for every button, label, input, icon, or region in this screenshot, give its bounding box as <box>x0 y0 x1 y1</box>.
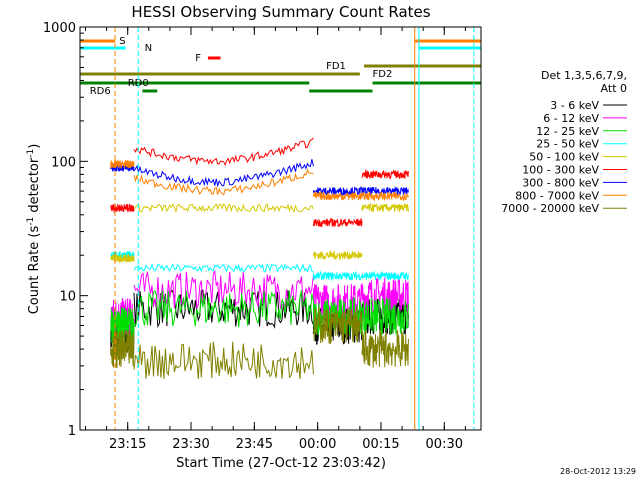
x-tick-label: 00:00 <box>299 437 336 452</box>
x-tick-label: 00:30 <box>426 437 463 452</box>
y-tick-label: 10 <box>59 290 76 305</box>
fd1-label: FD1 <box>326 61 346 72</box>
legend-label-4: 25 - 50 keV <box>536 138 599 151</box>
footer-timestamp: 28-Oct-2012 13:29 <box>560 467 636 476</box>
legend-label-8: 800 - 7000 keV <box>515 189 599 202</box>
saa-label: S <box>119 36 125 47</box>
series-line-7 <box>110 159 409 197</box>
series-line-8 <box>110 158 409 202</box>
y-tick-label: 100 <box>51 155 76 170</box>
legend-header-line-2: Att 0 <box>601 82 627 95</box>
series-line-2 <box>110 269 409 335</box>
series-line-6 <box>110 137 409 228</box>
series-line-5 <box>110 202 409 264</box>
chart-title: HESSI Observing Summary Count Rates <box>131 3 430 21</box>
plot-frame <box>79 26 482 431</box>
light-curves <box>110 137 409 380</box>
fd2-label: FD2 <box>373 69 393 80</box>
x-tick-label: 23:45 <box>236 437 273 452</box>
legend-label-6: 100 - 300 keV <box>522 164 599 177</box>
night-label: N <box>145 43 152 54</box>
y-axis-label: Count Rate (s-1 detector-1) <box>26 144 42 315</box>
legend-label-7: 300 - 800 keV <box>522 176 599 189</box>
series-line-9 <box>110 307 409 380</box>
legend-label-2: 6 - 12 keV <box>543 112 599 125</box>
legend-header-line-1: Det 1,3,5,6,7,9, <box>541 69 627 82</box>
x-tick-label: 00:15 <box>362 437 399 452</box>
x-tick-label: 23:15 <box>109 437 146 452</box>
x-tick-label: 23:30 <box>172 437 209 452</box>
y-tick-label: 1 <box>68 424 76 439</box>
flare-label: F <box>195 53 201 64</box>
rd6-label: RD6 <box>90 86 111 97</box>
y-tick-label: 1000 <box>43 21 76 36</box>
series-line-4 <box>110 251 409 282</box>
legend-label-9: 7000 - 20000 keV <box>501 202 599 215</box>
legend-label-1: 3 - 6 keV <box>550 99 599 112</box>
legend-label-3: 12 - 25 keV <box>536 125 599 138</box>
x-axis-label: Start Time (27-Oct-12 23:03:42) <box>176 456 386 471</box>
legend-label-5: 50 - 100 keV <box>529 151 599 164</box>
